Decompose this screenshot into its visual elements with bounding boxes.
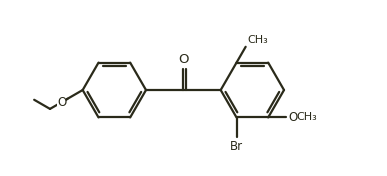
Text: O: O (57, 96, 66, 109)
Text: Br: Br (230, 140, 243, 153)
Text: CH₃: CH₃ (247, 35, 268, 45)
Text: O: O (178, 53, 188, 66)
Text: CH₃: CH₃ (296, 112, 317, 122)
Text: O: O (288, 111, 297, 124)
